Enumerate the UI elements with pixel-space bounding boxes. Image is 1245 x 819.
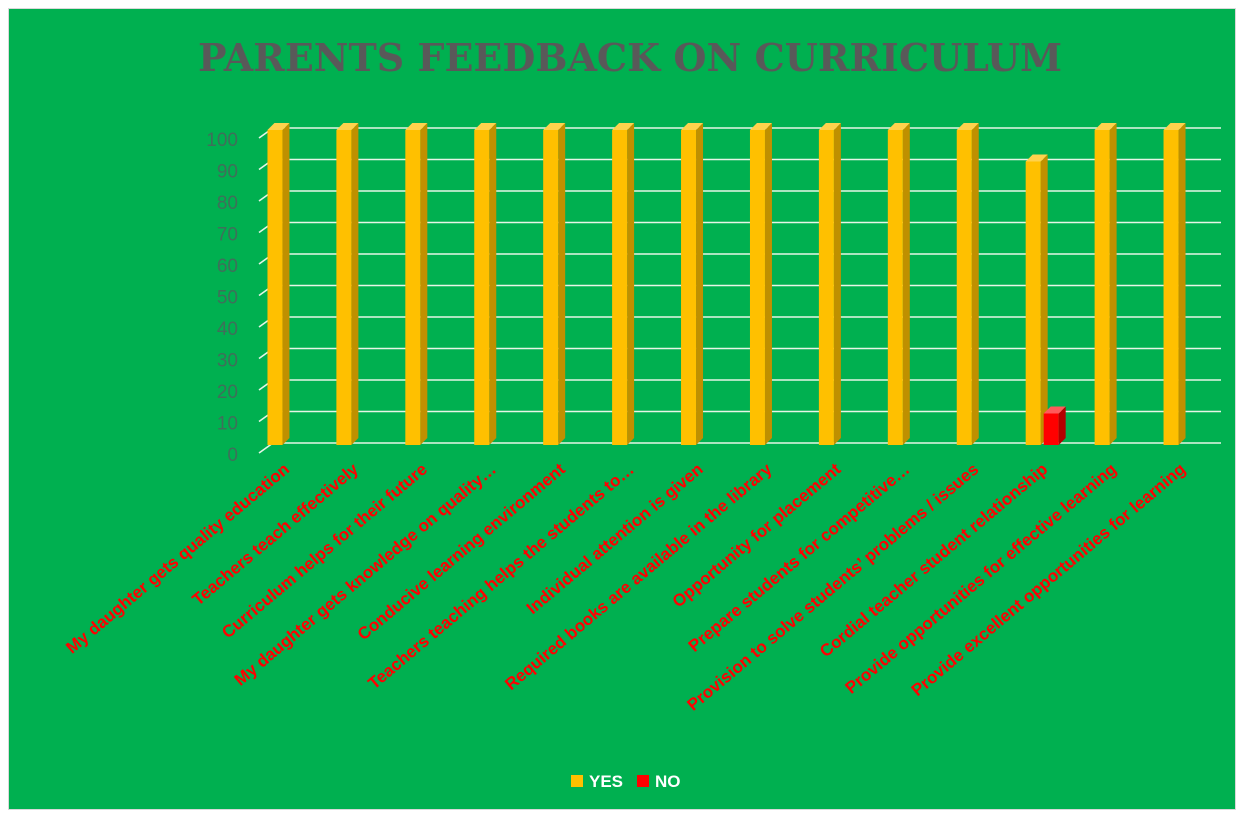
legend-yes-swatch	[571, 775, 583, 787]
bar-yes	[1094, 123, 1117, 445]
bar-no-top	[1043, 406, 1066, 414]
chart-title: PARENTS FEEDBACK ON CURRICULUM	[198, 35, 1062, 80]
bar-yes	[749, 123, 772, 445]
bar-yes-top	[405, 123, 428, 130]
bar-no-front	[1043, 413, 1059, 445]
bar-yes-front	[818, 130, 834, 445]
bar-yes-side	[764, 123, 772, 445]
bar-yes-top	[681, 123, 704, 130]
bar-yes-top	[267, 123, 290, 130]
legend: YES NO	[571, 772, 681, 791]
bar-yes-side	[351, 123, 359, 445]
bar-yes-top	[336, 123, 359, 130]
bar-yes	[681, 123, 704, 445]
bar-yes	[956, 123, 979, 445]
bar-yes-side	[489, 123, 497, 445]
bar-yes	[405, 123, 428, 445]
bar-no	[1043, 406, 1066, 445]
bar-yes-front	[749, 130, 765, 445]
bar-yes-side	[971, 123, 979, 445]
y-tick-label: 0	[227, 445, 238, 466]
bar-yes-front	[681, 130, 697, 445]
y-tick-label: 60	[217, 256, 238, 277]
y-tick-label: 10	[217, 414, 238, 435]
bar-yes	[1025, 154, 1048, 445]
bar-yes-front	[474, 130, 490, 445]
bar-yes-front	[405, 130, 421, 445]
bar-yes-side	[696, 123, 704, 445]
bar-yes-front	[612, 130, 628, 445]
bar-yes-side	[558, 123, 566, 445]
bar-yes-side	[282, 123, 290, 445]
y-tick-label: 90	[217, 162, 238, 183]
gridlines	[258, 127, 1221, 454]
bar-yes-front	[543, 130, 559, 445]
y-tick-label: 40	[217, 319, 238, 340]
bar-yes-top	[474, 123, 497, 130]
bar-yes-side	[1178, 123, 1186, 445]
bar-yes-front	[1025, 161, 1041, 445]
bar-yes-top	[612, 123, 635, 130]
y-tick-label: 30	[217, 351, 238, 372]
bar-no-side	[1058, 406, 1066, 445]
y-tick-label: 80	[217, 193, 238, 214]
legend-no-label: NO	[655, 772, 681, 791]
bar-yes-front	[887, 130, 903, 445]
bar-yes-front	[1094, 130, 1110, 445]
legend-yes-label: YES	[589, 772, 623, 791]
y-axis: 0 10 20 30 40 50 60 70 80 90 100	[206, 130, 238, 466]
bar-yes-front	[1163, 130, 1179, 445]
bar-yes-top	[749, 123, 772, 130]
bar-yes-side	[902, 123, 910, 445]
chart-area: PARENTS FEEDBACK ON CURRICULUM 0 10 20 30 40…	[9, 9, 1235, 809]
bar-yes-side	[1109, 123, 1117, 445]
bar-yes	[474, 123, 497, 445]
y-tick-label: 100	[206, 130, 238, 151]
bar-yes-side	[627, 123, 635, 445]
bar-yes-front	[956, 130, 972, 445]
chart-frame: PARENTS FEEDBACK ON CURRICULUM 0 10 20 30 40…	[8, 8, 1236, 810]
bar-yes	[887, 123, 910, 445]
bar-yes	[818, 123, 841, 445]
bar-yes-top	[1163, 123, 1186, 130]
y-tick-label: 20	[217, 382, 238, 403]
bar-yes-top	[887, 123, 910, 130]
bar-yes-side	[833, 123, 841, 445]
bar-yes-top	[1025, 154, 1048, 162]
bar-yes-side	[1040, 154, 1048, 445]
legend-no-swatch	[637, 775, 649, 787]
bar-yes-side	[420, 123, 428, 445]
bar-yes-top	[818, 123, 841, 130]
bar-yes	[543, 123, 566, 445]
bar-yes	[1163, 123, 1186, 445]
bar-yes	[336, 123, 359, 445]
bar-yes-top	[543, 123, 566, 130]
bar-yes-front	[336, 130, 352, 445]
bar-yes	[267, 123, 290, 445]
bars	[267, 123, 1186, 445]
bar-yes-top	[956, 123, 979, 130]
y-tick-label: 70	[217, 225, 238, 246]
y-tick-label: 50	[217, 288, 238, 309]
bar-yes-top	[1094, 123, 1117, 130]
bar-yes	[612, 123, 635, 445]
bar-yes-front	[267, 130, 283, 445]
